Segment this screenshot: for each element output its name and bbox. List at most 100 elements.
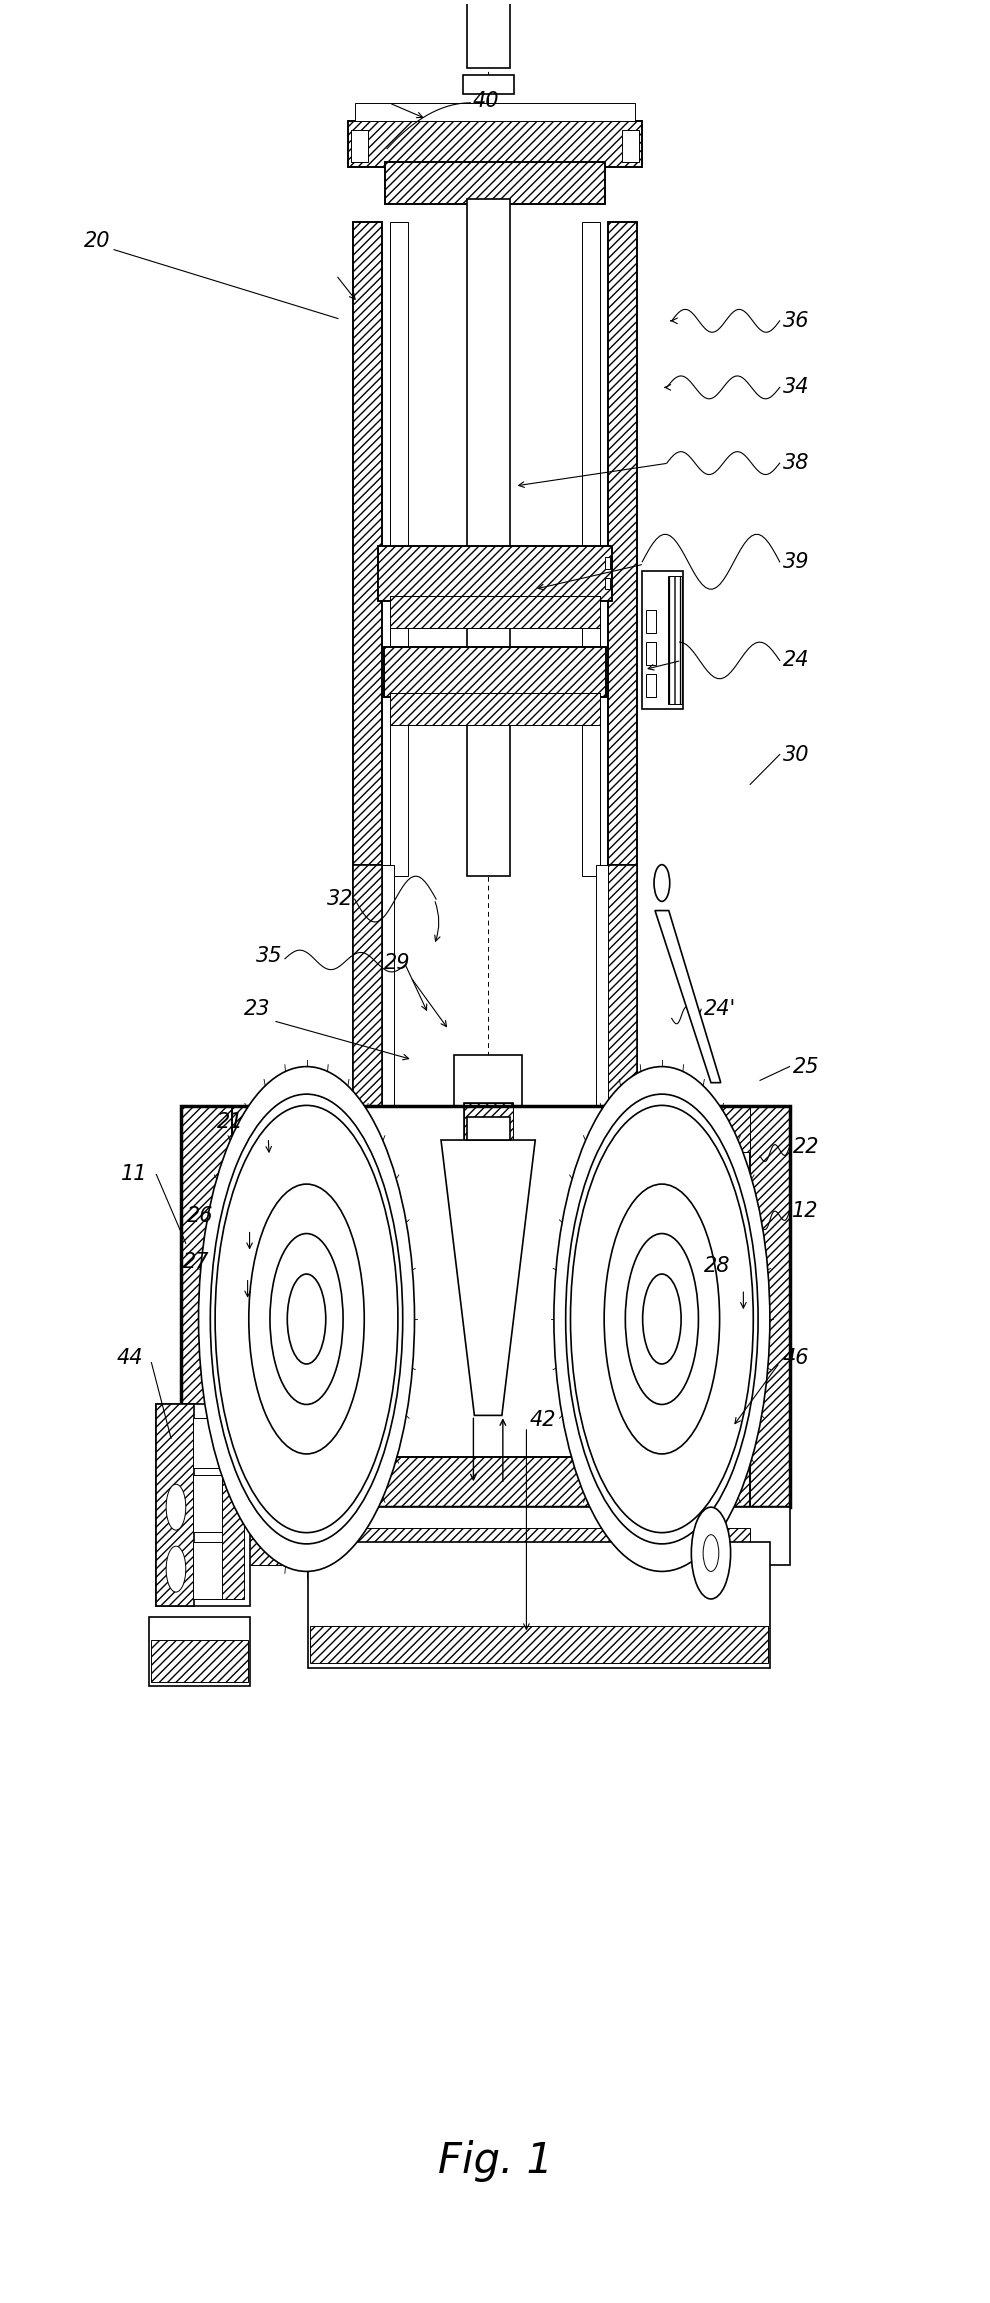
Bar: [643, 1105, 750, 1152]
Text: 24: 24: [783, 649, 809, 670]
Bar: [390, 693, 600, 725]
Circle shape: [287, 1274, 326, 1363]
Text: 21: 21: [217, 1112, 244, 1131]
Circle shape: [270, 1234, 344, 1405]
Bar: [181, 1105, 789, 1506]
Text: 28: 28: [704, 1255, 731, 1276]
Bar: [232, 1105, 335, 1152]
Bar: [466, 200, 510, 875]
Circle shape: [643, 1274, 681, 1363]
Text: 11: 11: [122, 1165, 148, 1184]
Circle shape: [166, 1545, 186, 1591]
Bar: [622, 131, 640, 164]
Bar: [385, 164, 605, 203]
Text: 24': 24': [704, 1000, 737, 1020]
Bar: [309, 1541, 770, 1667]
Text: 38: 38: [783, 454, 809, 472]
Bar: [149, 1617, 249, 1686]
Bar: [378, 546, 612, 601]
Bar: [605, 578, 610, 590]
Text: 46: 46: [783, 1347, 809, 1368]
Bar: [608, 221, 638, 875]
Text: 20: 20: [84, 230, 111, 251]
Bar: [608, 221, 638, 875]
Text: 39: 39: [783, 553, 809, 571]
Text: 42: 42: [530, 1409, 555, 1430]
Bar: [378, 546, 612, 601]
Bar: [193, 1474, 222, 1531]
Bar: [193, 1541, 222, 1598]
Circle shape: [199, 1066, 415, 1571]
Bar: [193, 1419, 222, 1469]
Bar: [352, 221, 382, 875]
Circle shape: [691, 1506, 731, 1598]
Polygon shape: [441, 1140, 536, 1416]
Bar: [646, 643, 656, 666]
Bar: [462, 76, 514, 94]
Bar: [605, 557, 610, 569]
Polygon shape: [655, 910, 721, 1082]
Text: 36: 36: [783, 311, 809, 332]
Bar: [750, 1105, 789, 1506]
Bar: [390, 221, 408, 875]
Circle shape: [553, 1066, 770, 1571]
Text: 29: 29: [383, 953, 410, 974]
Bar: [390, 693, 600, 725]
Text: 27: 27: [183, 1251, 210, 1271]
Circle shape: [248, 1184, 364, 1453]
Bar: [608, 864, 638, 1105]
Bar: [596, 864, 608, 1105]
Bar: [151, 1640, 248, 1681]
Text: 22: 22: [792, 1138, 819, 1156]
Bar: [466, 0, 510, 69]
Text: 40: 40: [472, 90, 499, 111]
Text: 23: 23: [245, 1000, 270, 1020]
Bar: [643, 1105, 750, 1152]
Text: 32: 32: [327, 889, 353, 910]
Text: 30: 30: [783, 744, 809, 765]
Bar: [463, 1103, 513, 1140]
Bar: [350, 131, 368, 164]
Bar: [390, 596, 600, 629]
Bar: [156, 1405, 249, 1605]
Circle shape: [166, 1483, 186, 1529]
Text: 25: 25: [792, 1057, 819, 1076]
Bar: [352, 864, 382, 1105]
Bar: [463, 1103, 513, 1140]
Bar: [181, 1105, 232, 1506]
Circle shape: [210, 1094, 403, 1543]
Bar: [646, 610, 656, 633]
Bar: [232, 1458, 750, 1506]
Bar: [466, 1117, 510, 1140]
Bar: [646, 675, 656, 698]
Bar: [352, 864, 382, 1105]
Circle shape: [565, 1094, 758, 1543]
Bar: [232, 1458, 750, 1506]
Text: 34: 34: [783, 378, 809, 398]
Bar: [232, 1105, 335, 1152]
Bar: [232, 1527, 750, 1564]
Text: 35: 35: [256, 947, 282, 967]
Bar: [453, 1055, 523, 1105]
Bar: [384, 647, 606, 698]
Bar: [354, 104, 636, 122]
Text: Fig. 1: Fig. 1: [438, 2139, 552, 2183]
Text: 12: 12: [792, 1202, 819, 1221]
Circle shape: [703, 1534, 719, 1571]
Circle shape: [626, 1234, 698, 1405]
Bar: [385, 164, 605, 203]
Circle shape: [604, 1184, 720, 1453]
Bar: [750, 1105, 789, 1506]
Bar: [390, 596, 600, 629]
Bar: [311, 1626, 768, 1663]
Bar: [608, 864, 638, 1105]
Text: 44: 44: [117, 1347, 144, 1368]
Bar: [347, 122, 643, 168]
Bar: [232, 1506, 789, 1564]
Bar: [668, 576, 681, 705]
Bar: [347, 122, 643, 168]
Bar: [352, 221, 382, 875]
Text: 26: 26: [187, 1207, 214, 1225]
Bar: [156, 1405, 194, 1605]
Bar: [582, 221, 600, 875]
